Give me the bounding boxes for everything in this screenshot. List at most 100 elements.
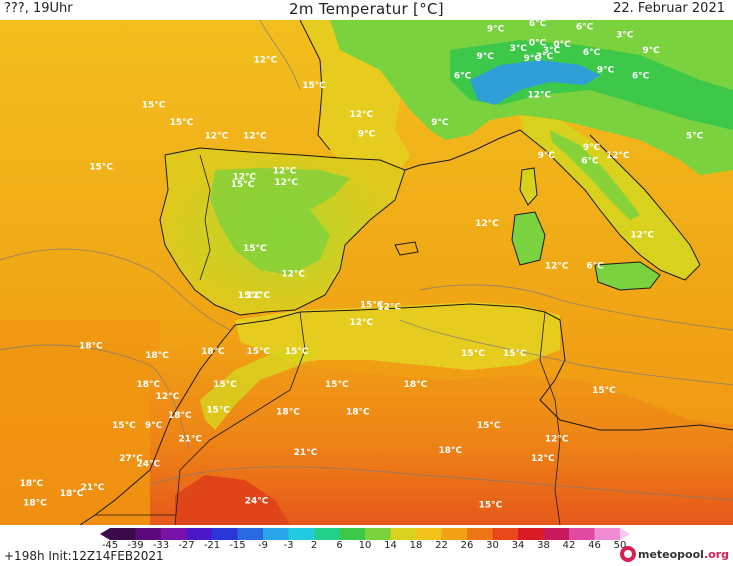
- temperature-label: 21°C: [81, 483, 105, 493]
- border-algeria-tunisia: [539, 311, 561, 441]
- colorbar-tick-label: 26: [460, 540, 474, 551]
- colorbar-segment: [467, 528, 494, 540]
- temperature-label: 18°C: [438, 446, 462, 456]
- temperature-labels: 12°C9°C6°C 6°C3°C9°C3°C0°C 0°C3°C 6°C 9°C9°C…: [20, 20, 704, 511]
- meteopool-logo-icon: [619, 546, 636, 562]
- colorbar-segment: [314, 528, 341, 540]
- colorbar-tick-label: -27: [178, 540, 195, 551]
- temperature-label: 9°C: [642, 46, 660, 56]
- temperature-label: 12°C: [246, 291, 270, 301]
- temperature-label: 15°C: [360, 301, 384, 311]
- atlantic-warm-band: [0, 320, 160, 525]
- temperature-label: 18°C: [79, 341, 103, 351]
- coastline-sardinia: [511, 211, 546, 266]
- temperature-label: 24°C: [136, 460, 160, 470]
- colorbar-segment: [288, 528, 315, 540]
- colorbar-tick-label: 10: [358, 540, 372, 551]
- colorbar-tick-label: 50: [613, 540, 627, 551]
- temperature-label: 12°C: [531, 454, 555, 464]
- isotherm-18: [0, 344, 191, 451]
- temperature-label: 9°C: [597, 65, 615, 75]
- temperature-label: 24°C: [245, 497, 269, 507]
- temperature-label: 15°C: [89, 163, 113, 173]
- coastline-sicily: [594, 261, 661, 291]
- border-spain-portugal: [199, 154, 211, 281]
- alps-freezing-core: [470, 60, 600, 105]
- temperature-label: 15°C: [477, 421, 501, 431]
- temperature-label: 21°C: [178, 435, 202, 445]
- coastline-gulf-of-lion: [404, 129, 521, 171]
- map-title: 2m Temperatur [°C]: [289, 0, 444, 18]
- colorbar-segment: [263, 528, 290, 540]
- temperature-label: 12°C: [273, 166, 297, 176]
- colorbar-tick-label: -21: [203, 540, 221, 551]
- temperature-label: 12°C: [243, 132, 267, 142]
- colorbar-tick-label: 30: [486, 540, 499, 551]
- colorbar-segment: [365, 528, 392, 540]
- temperature-label: 15°C: [231, 180, 255, 190]
- meteopool-logo-link[interactable]: meteopool .org: [619, 546, 729, 562]
- temperature-label: 12°C: [205, 132, 229, 142]
- coastline-italy: [519, 129, 701, 281]
- temperature-label: 12°C: [630, 231, 654, 241]
- temperature-label: 15°C: [503, 349, 527, 359]
- colorbar-segment: [186, 528, 213, 540]
- colorbar-low-arrow: [100, 528, 110, 540]
- border-algeria-libya: [554, 439, 561, 525]
- temperature-label: 15°C: [246, 347, 270, 357]
- temperature-label: 12°C: [156, 392, 180, 402]
- temperature-colorbar: [100, 528, 630, 540]
- brand-tld: .org: [703, 547, 729, 561]
- temperature-label: 15°C: [592, 386, 616, 396]
- coastline-iberia: [159, 147, 406, 316]
- coastline-balearic: [394, 241, 419, 256]
- temperature-label: 3°C: [510, 44, 528, 54]
- isotherm-12: [259, 20, 301, 91]
- temperature-label: 9°C: [358, 130, 376, 140]
- colorbar-tick-label: 18: [409, 540, 423, 551]
- valid-date-label: 22. Februar 2021: [613, 1, 725, 16]
- temperature-label: 15°C: [302, 81, 326, 91]
- colorbar-tick-label: -15: [229, 540, 246, 551]
- colorbar-segment: [212, 528, 239, 540]
- isotherm-15: [0, 248, 231, 331]
- colorbar-segment: [416, 528, 443, 540]
- border-morocco-algeria: [174, 311, 306, 525]
- colorbar-tick-label: -39: [127, 540, 144, 551]
- temperature-label: 9°C: [538, 151, 556, 161]
- temperature-label: 9°C: [431, 118, 449, 128]
- colorbar-segment: [518, 528, 545, 540]
- temperature-label: 12°C: [253, 56, 277, 66]
- brand-name: meteopool: [637, 547, 704, 561]
- temperature-label: 12°C: [281, 269, 305, 279]
- temperature-label: 15°C: [243, 244, 267, 254]
- coastline-atlantic-africa: [79, 324, 236, 525]
- colorbar-segment: [543, 528, 570, 540]
- temperature-label: 18°C: [276, 407, 300, 417]
- model-init-label: +198h Init:12Z14FEB2021: [4, 549, 164, 563]
- colorbar-segment: [594, 528, 621, 540]
- sicily: [595, 262, 660, 290]
- temperature-label: 12°C: [349, 110, 373, 120]
- temperature-label: 6°C: [581, 157, 599, 167]
- temperature-label: 6°C: [576, 23, 594, 33]
- temperature-label: 3°C: [536, 52, 554, 62]
- atlas-high-cool: [200, 350, 320, 430]
- temperature-label: 0°C: [529, 38, 547, 48]
- coastline-north-africa: [234, 303, 733, 431]
- temperature-label: 9°C: [145, 421, 163, 431]
- isotherm-21: [149, 466, 733, 501]
- coastline-adriatic: [589, 134, 701, 266]
- corsica: [520, 168, 537, 205]
- colorbar-high-arrow: [620, 528, 630, 540]
- temperature-label: 18°C: [60, 489, 84, 499]
- colorbar-segment: [492, 528, 519, 540]
- colorbar-segment: [569, 528, 596, 540]
- temperature-label: 15°C: [461, 349, 485, 359]
- temperature-label: 0°C: [553, 40, 571, 50]
- isotherms: [0, 20, 733, 501]
- country-borders: [95, 154, 561, 525]
- coastline-corsica: [519, 167, 538, 206]
- colorbar-segment: [237, 528, 264, 540]
- temperature-label: 3°C: [543, 46, 561, 56]
